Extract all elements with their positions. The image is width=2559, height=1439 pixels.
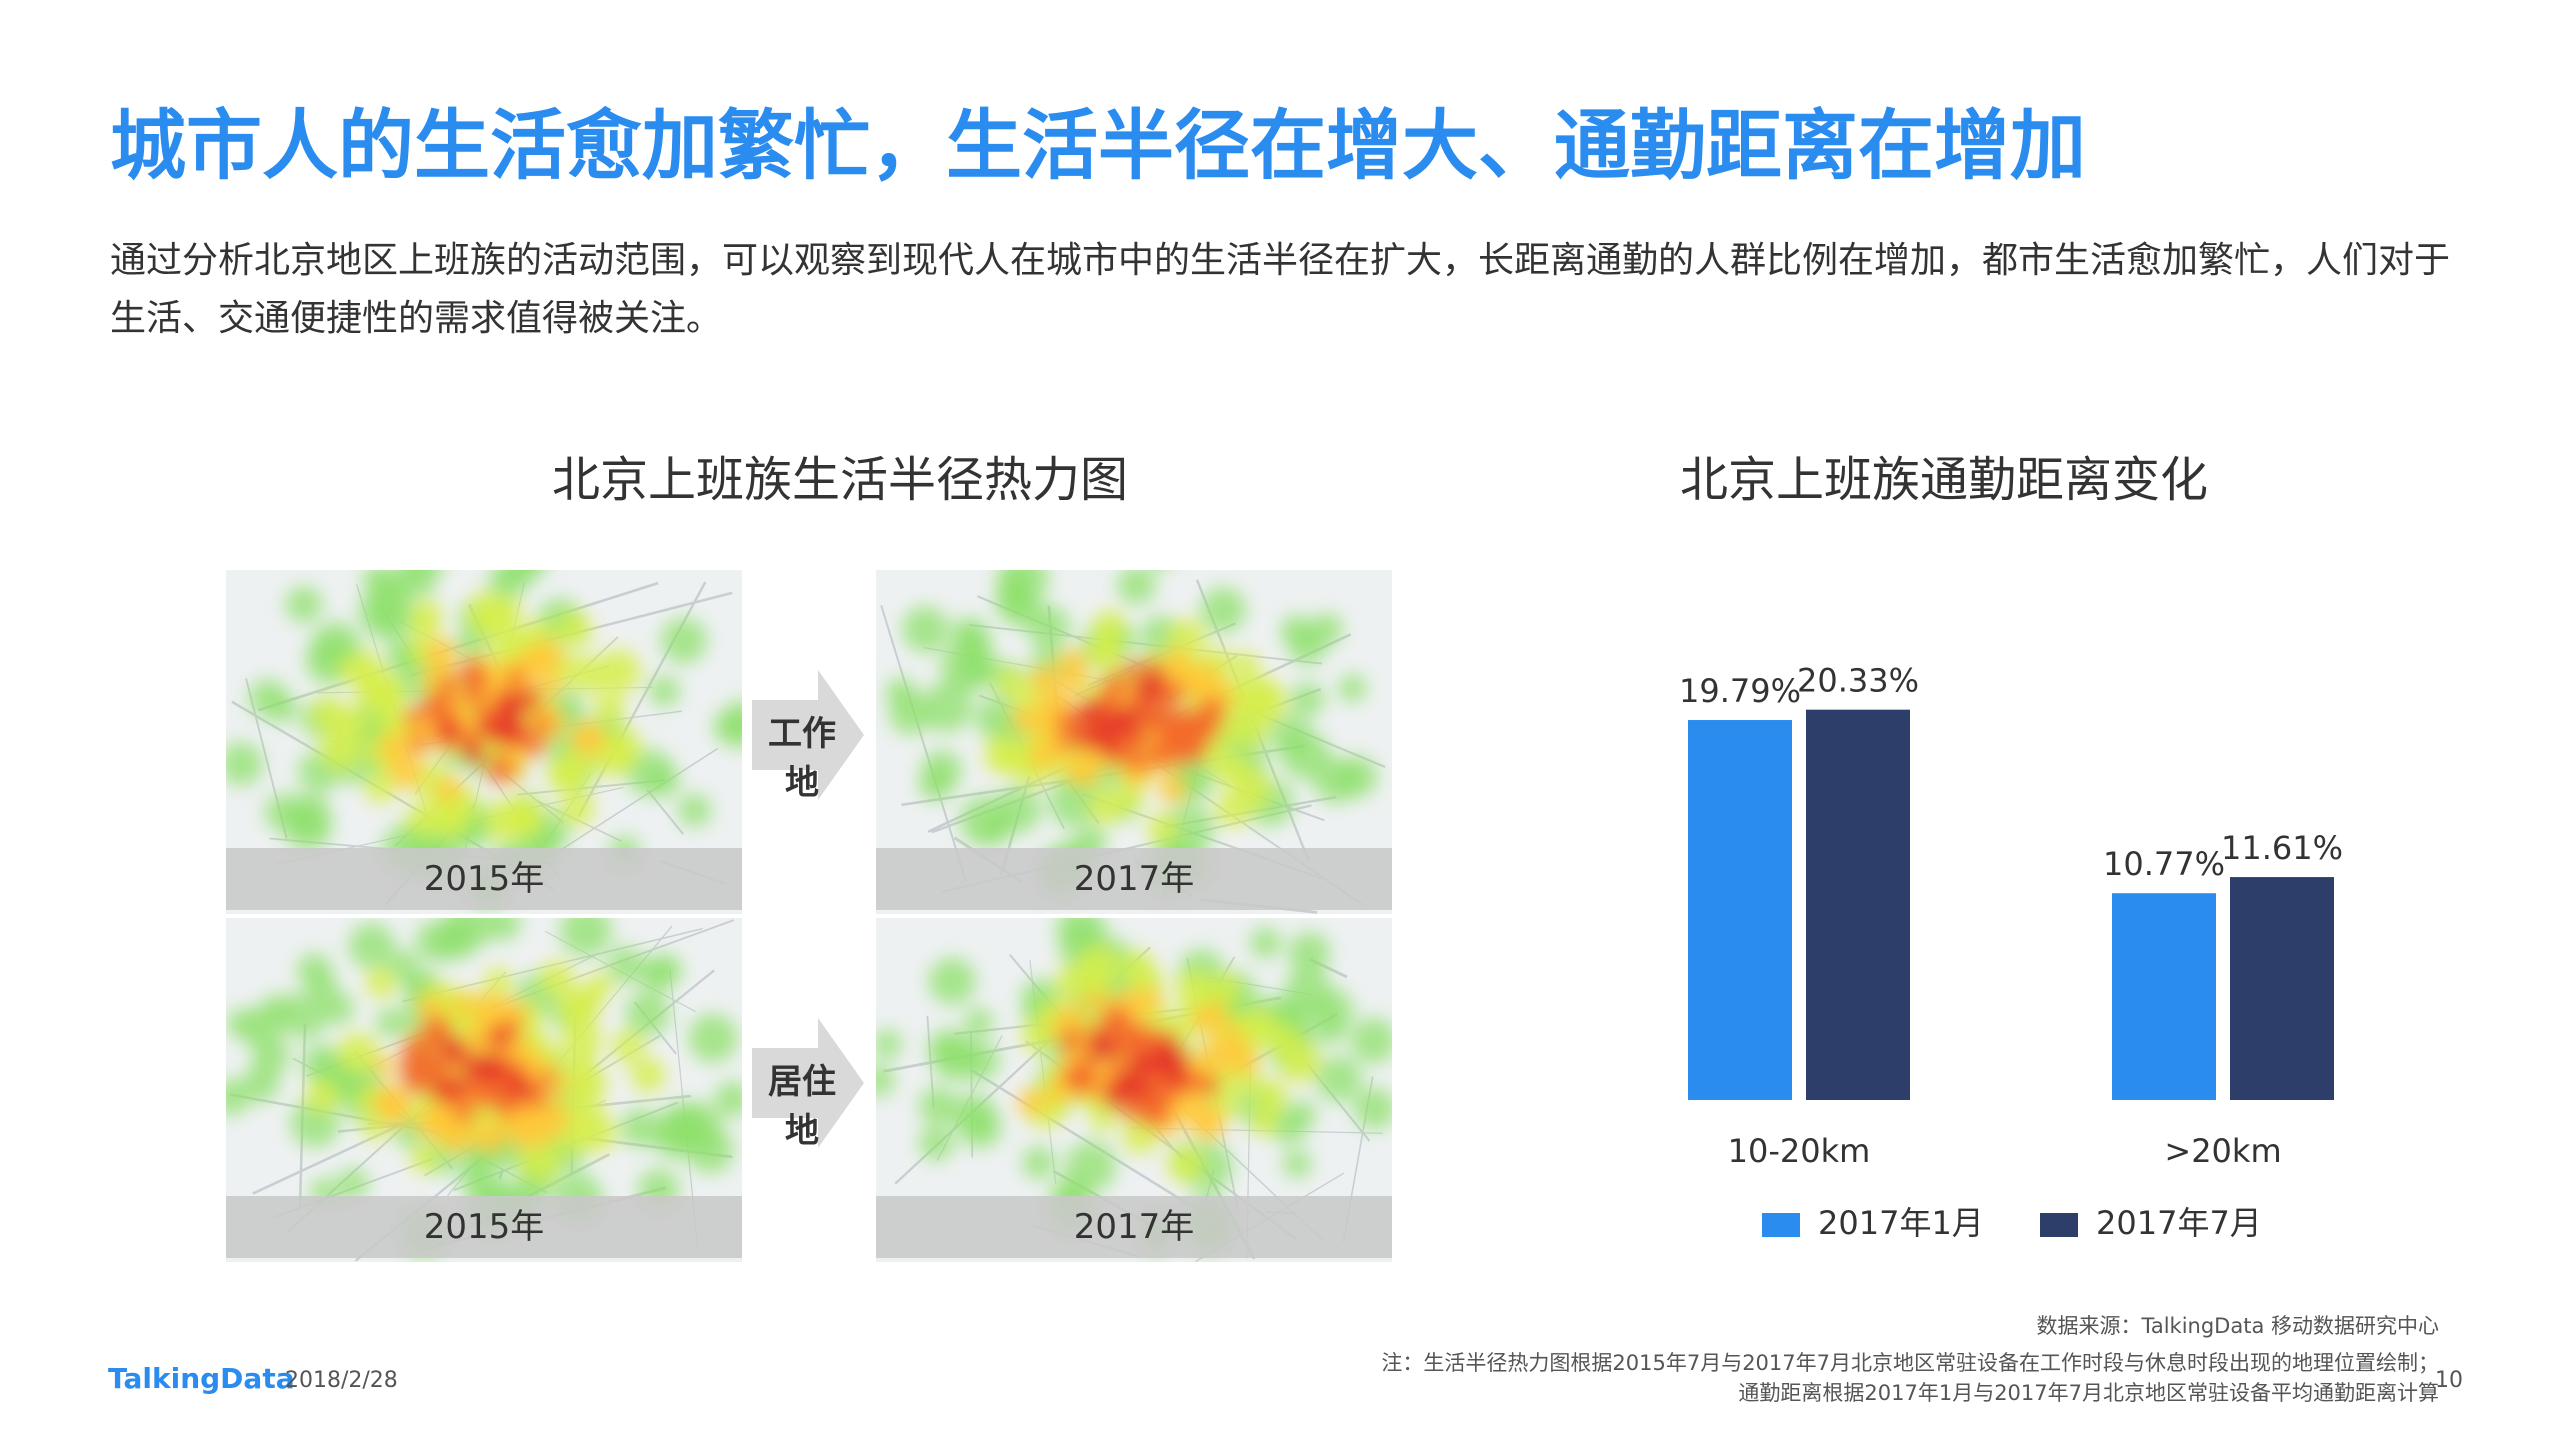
year-band (226, 848, 742, 910)
heatmap-work-2015: 2015年 (226, 570, 742, 914)
legend-item-jul: 2017年7月 (2040, 1198, 2262, 1244)
year-label: 2017年 (1073, 1207, 1195, 1247)
arrow-label: 工作地 (768, 714, 836, 803)
bar-0-1 (1806, 709, 1910, 1100)
legend-item-jan: 2017年1月 (1762, 1198, 1984, 1244)
bar-label-1-1: 11.61% (2221, 829, 2343, 867)
heatmap-home-2015: 2015年 (226, 918, 742, 1262)
footnote-line-2: 通勤距离根据2017年1月与2017年7月北京地区常驻设备平均通勤距离计算 (1738, 1381, 2439, 1405)
legend-swatch-jan (1762, 1213, 1800, 1237)
legend-swatch-jul (2040, 1213, 2078, 1237)
heatmap-image (226, 918, 742, 1262)
bar-label-1-0: 10.77% (2103, 845, 2225, 883)
heatmap-image (880, 570, 1386, 914)
year-label: 2017年 (1073, 859, 1195, 899)
category-label-0: 10-20km (1728, 1132, 1871, 1170)
footnote-line-1: 注：生活半径热力图根据2015年7月与2017年7月北京地区常驻设备在工作时段与… (1381, 1351, 2439, 1375)
heatmap-home-2017: 2017年 (876, 918, 1392, 1262)
year-band (876, 1196, 1392, 1258)
arrow-home: 居住地 (752, 1018, 872, 1151)
legend-label-jan: 2017年1月 (1818, 1204, 1984, 1242)
heatmap-work-2017: 2017年 (876, 570, 1392, 914)
data-source: 数据来源：TalkingData 移动数据研究中心 (2036, 1314, 2439, 1338)
year-band (876, 848, 1392, 910)
bar-label-0-1: 20.33% (1797, 662, 1919, 700)
bar-label-0-0: 19.79% (1679, 672, 1801, 710)
arrow-right-icon (752, 1018, 864, 1148)
arrow-label: 居住地 (768, 1062, 836, 1151)
page-description: 通过分析北京地区上班族的活动范围，可以观察到现代人在城市中的生活半径在扩大，长距… (110, 240, 2451, 339)
talkingdata-logo: TalkingData (108, 1362, 295, 1395)
commute-distance-chart: 19.79%20.33% 10-20km 10.77%11.61% >20km (1679, 662, 2343, 1170)
arrow-work: 工作地 (752, 670, 872, 803)
heatmap-section-title: 北京上班族生活半径热力图 (552, 452, 1129, 508)
legend-label-jul: 2017年7月 (2096, 1204, 2262, 1242)
chart-section-title: 北京上班族通勤距离变化 (1680, 452, 2209, 508)
page-title: 城市人的生活愈加繁忙，生活半径在增大、通勤距离在增加 (110, 101, 2086, 190)
footer-date: 2018/2/28 (285, 1368, 398, 1393)
year-label: 2015年 (423, 1207, 545, 1247)
bar-1-0 (2112, 893, 2216, 1100)
bar-1-1 (2230, 877, 2334, 1100)
year-band (226, 1196, 742, 1258)
footnote: 注：生活半径热力图根据2015年7月与2017年7月北京地区常驻设备在工作时段与… (1381, 1348, 2439, 1408)
year-label: 2015年 (423, 859, 545, 899)
page-number: 10 (2435, 1368, 2463, 1393)
bar-0-0 (1688, 720, 1792, 1100)
arrow-right-icon (752, 670, 864, 800)
category-label-1: >20km (2164, 1132, 2281, 1170)
heatmap-image (226, 570, 742, 908)
